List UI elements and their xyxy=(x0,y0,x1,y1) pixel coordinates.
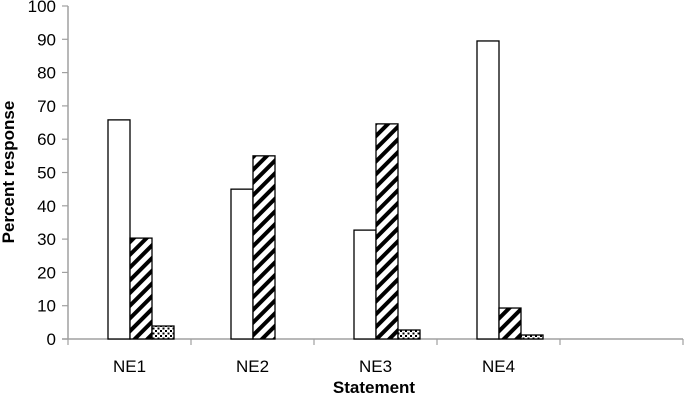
x-tick-label: NE4 xyxy=(482,357,515,376)
y-tick-label: 100 xyxy=(28,0,56,16)
y-tick-label: 60 xyxy=(37,130,56,149)
bar-ne4-white xyxy=(476,40,500,340)
y-axis: 0 10 20 30 40 50 60 70 80 90 100 xyxy=(28,0,69,349)
y-tick-label: 90 xyxy=(37,30,56,49)
x-tick-label: NE1 xyxy=(113,357,146,376)
bar-ne2-hatch xyxy=(252,155,276,340)
x-axis-title: Statement xyxy=(333,378,416,397)
x-axis: NE1 NE2 NE3 NE4 xyxy=(62,338,684,376)
bar-ne3-hatch xyxy=(375,123,399,340)
y-tick-label: 40 xyxy=(37,197,56,216)
y-tick-label: 70 xyxy=(37,97,56,116)
y-tick-label: 50 xyxy=(37,164,56,183)
x-tick-label: NE3 xyxy=(359,357,392,376)
y-axis-title: Percent response xyxy=(0,101,18,244)
bar-ne4-hatch xyxy=(498,307,522,340)
bars xyxy=(107,40,544,340)
x-tick-label: NE2 xyxy=(236,357,269,376)
bar-ne1-white xyxy=(107,119,131,340)
y-tick-label: 0 xyxy=(47,330,56,349)
y-tick-label: 80 xyxy=(37,64,56,83)
bar-ne1-hatch xyxy=(129,237,153,340)
y-tick-label: 10 xyxy=(37,297,56,316)
y-tick-label: 30 xyxy=(37,230,56,249)
bar-ne4-dots xyxy=(520,334,544,340)
bar-ne3-dots xyxy=(397,329,421,340)
bar-ne1-dots xyxy=(151,325,175,340)
y-tick-label: 20 xyxy=(37,263,56,282)
bar-ne2-white xyxy=(230,188,254,340)
bar-ne3-white xyxy=(353,229,377,340)
